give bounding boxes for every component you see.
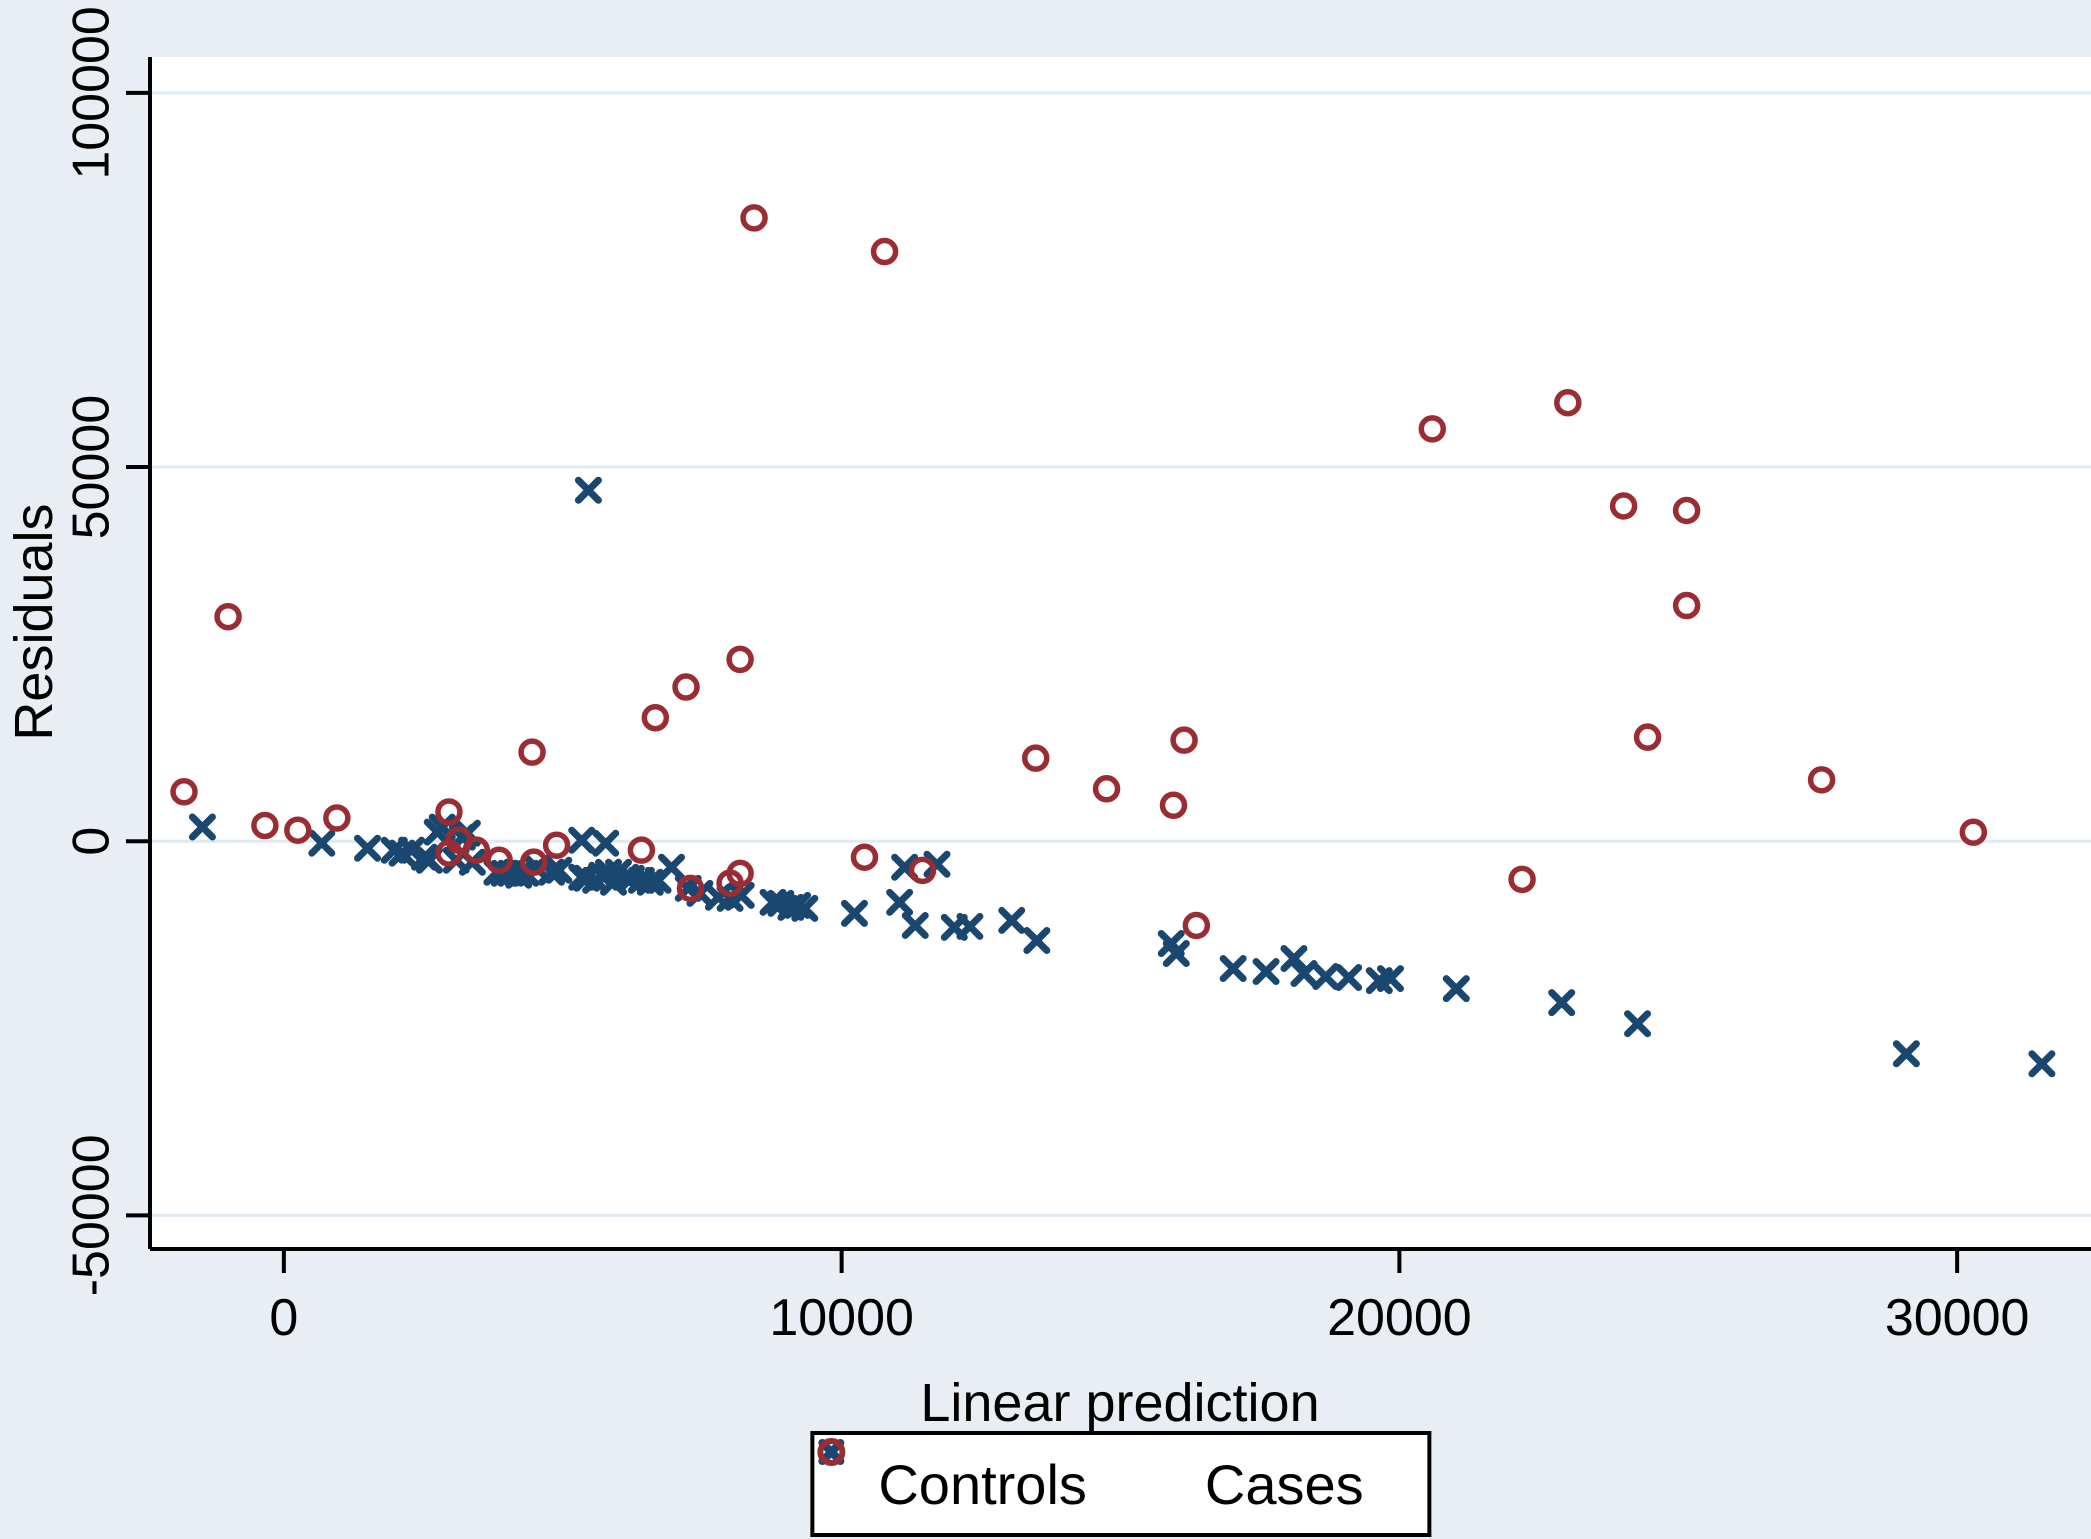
legend-item-controls: Controls — [818, 1439, 1087, 1517]
data-point-cases — [1554, 388, 1582, 417]
data-point-controls — [1548, 989, 1576, 1017]
data-point-controls — [956, 912, 984, 940]
data-point-cases — [1609, 492, 1638, 520]
data-point-cases — [726, 645, 754, 674]
data-point-cases — [908, 856, 937, 885]
data-point-cases — [1672, 496, 1701, 525]
data-point-controls — [574, 476, 602, 504]
x-tick-label: 30000 — [1885, 1289, 2030, 1347]
data-point-cases — [627, 836, 656, 864]
data-point-controls — [592, 829, 620, 857]
data-point-cases — [435, 798, 463, 826]
data-point-cases — [1182, 911, 1211, 940]
x-axis-title: Linear prediction — [920, 1373, 1320, 1433]
x-tick-label: 0 — [269, 1289, 298, 1347]
data-point-cases — [462, 836, 491, 864]
data-point-controls — [886, 888, 914, 916]
data-point-cases — [726, 859, 754, 888]
data-point-cases — [284, 816, 312, 844]
legend-item-cases: Cases — [817, 1438, 1364, 1517]
data-point-cases — [1807, 766, 1836, 794]
data-point-controls — [1892, 1040, 1920, 1068]
y-tick-label: 50000 — [63, 395, 121, 540]
legend-label-controls: Controls — [878, 1452, 1087, 1516]
data-point-controls — [545, 856, 573, 884]
data-point-cases — [870, 237, 899, 266]
data-point-cases — [542, 831, 571, 859]
data-point-controls — [1252, 958, 1280, 986]
y-tick-label: 100000 — [63, 6, 121, 180]
x-tick-label: 20000 — [1327, 1289, 1472, 1347]
data-point-controls — [791, 894, 819, 922]
y-tick-label: -50000 — [63, 1134, 121, 1296]
data-point-controls — [1376, 965, 1404, 993]
data-point-cases — [1672, 591, 1701, 620]
data-point-cases — [740, 204, 768, 232]
plot-area — [150, 57, 2091, 1249]
data-point-controls — [1312, 963, 1340, 991]
y-tick-label: 0 — [63, 827, 121, 856]
data-point-controls — [1023, 926, 1051, 954]
data-point-cases — [672, 673, 700, 701]
data-point-controls — [1280, 945, 1308, 973]
data-point-controls — [1162, 940, 1190, 968]
data-point-controls — [727, 881, 755, 909]
data-point-cases — [1959, 818, 1988, 846]
data-point-cases — [485, 846, 513, 875]
data-point-controls — [1335, 964, 1363, 992]
y-axis-title: Residuals — [4, 503, 64, 741]
data-point-controls — [901, 911, 929, 939]
data-point-controls — [188, 813, 216, 841]
data-point-controls — [2028, 1050, 2056, 1078]
data-point-cases — [1092, 775, 1121, 803]
data-point-controls — [1219, 955, 1247, 983]
legend-label-cases: Cases — [1204, 1452, 1364, 1516]
data-point-controls — [840, 899, 868, 927]
data-point-controls — [354, 834, 382, 862]
data-point-cases — [170, 778, 198, 806]
x-tick-label: 10000 — [769, 1289, 914, 1347]
data-point-controls — [658, 853, 686, 881]
data-point-cases — [676, 874, 705, 903]
data-point-cases — [1418, 415, 1447, 443]
data-point-controls — [398, 836, 426, 864]
cases-circle-marker-icon — [817, 1438, 846, 1466]
data-point-cases — [251, 811, 279, 840]
data-point-cases — [850, 843, 879, 871]
data-point-controls — [923, 850, 951, 878]
data-point-cases — [214, 602, 242, 631]
data-point-controls — [998, 906, 1026, 934]
data-point-cases — [519, 848, 548, 876]
data-point-cases — [323, 804, 351, 832]
data-point-controls — [568, 826, 596, 854]
data-point-controls — [308, 829, 336, 857]
data-point-cases — [1508, 865, 1536, 894]
data-point-cases — [1021, 744, 1050, 772]
legend: Controls Cases — [810, 1431, 1432, 1537]
data-point-cases — [518, 738, 546, 766]
data-point-controls — [1442, 975, 1470, 1003]
data-point-cases — [1633, 723, 1662, 751]
data-point-cases — [1159, 791, 1188, 820]
data-point-controls — [1624, 1010, 1652, 1038]
data-point-cases — [1170, 726, 1198, 754]
data-point-controls — [1290, 960, 1318, 988]
data-point-cases — [641, 703, 670, 732]
